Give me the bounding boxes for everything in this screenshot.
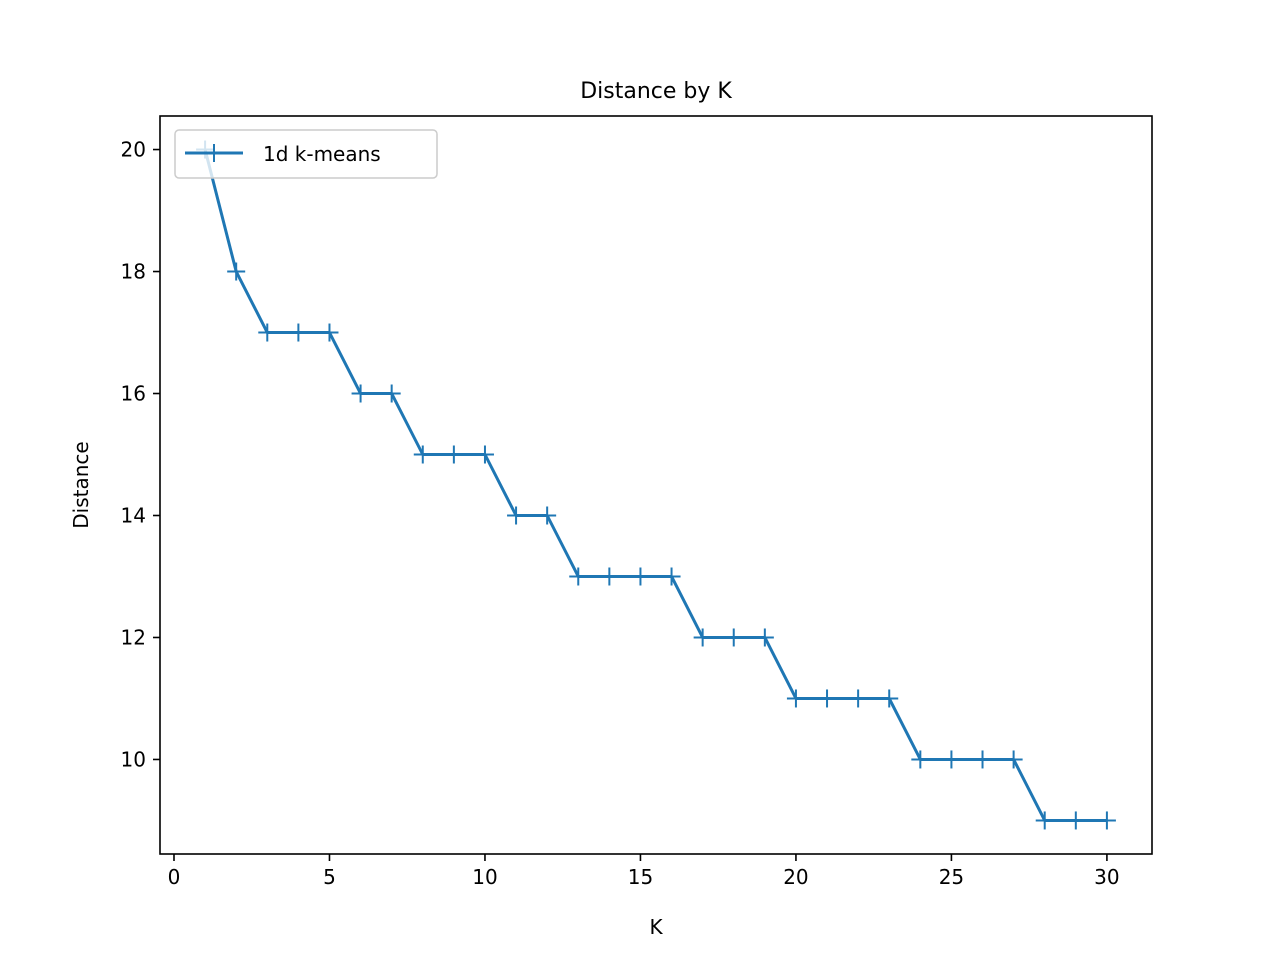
data-point-marker [538,506,557,525]
data-point-marker [724,628,743,647]
x-tick-label: 10 [472,865,497,889]
data-point-marker [1097,811,1116,830]
plot-area [196,140,1116,830]
data-point-marker [849,689,868,708]
x-tick-label: 30 [1094,865,1119,889]
y-tick-label: 18 [121,260,146,284]
y-axis-label: Distance [69,441,93,528]
x-tick-label: 25 [939,865,964,889]
legend-entry-label: 1d k-means [263,142,381,166]
data-point-marker [507,506,526,525]
data-point-marker [662,567,681,586]
chart-title: Distance by K [580,79,732,104]
legend-box [174,129,438,179]
data-point-marker [1066,811,1085,830]
data-point-marker [258,323,277,342]
data-point-marker [631,567,650,586]
data-point-marker [351,384,370,403]
y-tick-label: 20 [121,138,146,162]
x-axis-label: K [649,915,663,939]
data-point-marker [382,384,401,403]
x-tick-label: 20 [783,865,808,889]
x-tick-label: 0 [168,865,181,889]
data-point-marker [227,262,246,281]
axes-frame [159,115,1153,855]
data-point-marker [973,750,992,769]
data-point-marker [942,750,961,769]
y-tick-label: 16 [121,382,146,406]
data-point-marker [818,689,837,708]
x-axis-ticks: 0 5 10 15 20 25 30 [168,854,1120,889]
legend: 1d k-means [174,129,438,179]
data-point-marker [289,323,308,342]
y-tick-label: 10 [121,747,146,771]
data-point-marker [600,567,619,586]
y-axis-ticks: 10 12 14 16 18 20 [121,138,160,771]
x-tick-label: 5 [323,865,336,889]
data-point-marker [693,628,712,647]
x-tick-label: 15 [628,865,653,889]
data-point-marker [1004,750,1023,769]
y-tick-label: 12 [121,625,146,649]
data-point-marker [1035,811,1054,830]
data-point-marker [475,445,494,464]
legend-marker-sample [205,144,223,162]
data-point-marker [569,567,588,586]
data-point-marker [755,628,774,647]
data-point-marker [911,750,930,769]
data-point-marker [880,689,899,708]
data-point-marker [320,323,339,342]
data-point-marker [444,445,463,464]
data-point-marker [413,445,432,464]
y-tick-label: 14 [121,503,146,527]
data-point-marker [786,689,805,708]
